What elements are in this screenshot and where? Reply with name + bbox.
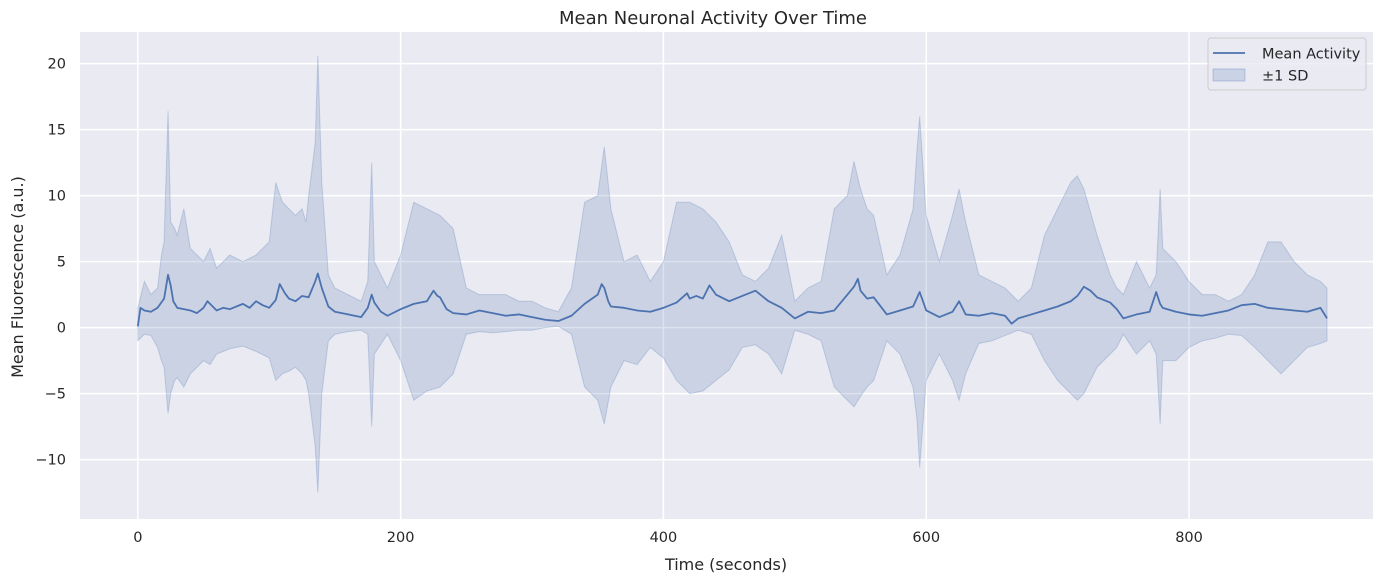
legend-label-sd: ±1 SD [1262, 69, 1308, 85]
mean-activity-line [136, 272, 1328, 327]
x-tick-label: 200 [387, 530, 415, 546]
plot-area [80, 32, 1373, 519]
sd-band-layer [137, 55, 1328, 493]
x-tick-label: 0 [133, 530, 142, 546]
x-axis-label: Time (seconds) [664, 555, 787, 574]
y-tick-label: 20 [48, 57, 66, 73]
y-tick-label: 5 [57, 255, 66, 271]
tick-labels: 0 200 400 600 800 −10 −5 0 5 10 15 20 [35, 57, 1202, 546]
sd-band [137, 55, 1328, 493]
chart-title: Mean Neuronal Activity Over Time [559, 8, 867, 29]
x-tick-label: 800 [1175, 530, 1203, 546]
legend-label-mean-activity: Mean Activity [1262, 47, 1361, 63]
legend: Mean Activity ±1 SD [1207, 37, 1367, 91]
x-tick-label: 400 [650, 530, 678, 546]
x-tick-label: 600 [912, 530, 940, 546]
legend-band-swatch [1212, 68, 1246, 82]
y-tick-label: 10 [48, 189, 66, 205]
y-tick-label: −5 [45, 387, 66, 403]
y-tick-label: −10 [35, 453, 66, 469]
mean-line-layer [136, 272, 1328, 327]
y-tick-label: 0 [57, 321, 66, 337]
gridlines [80, 32, 1373, 519]
y-tick-label: 15 [48, 123, 66, 139]
y-axis-label: Mean Fluorescence (a.u.) [8, 176, 27, 378]
legend-box [1207, 37, 1367, 91]
